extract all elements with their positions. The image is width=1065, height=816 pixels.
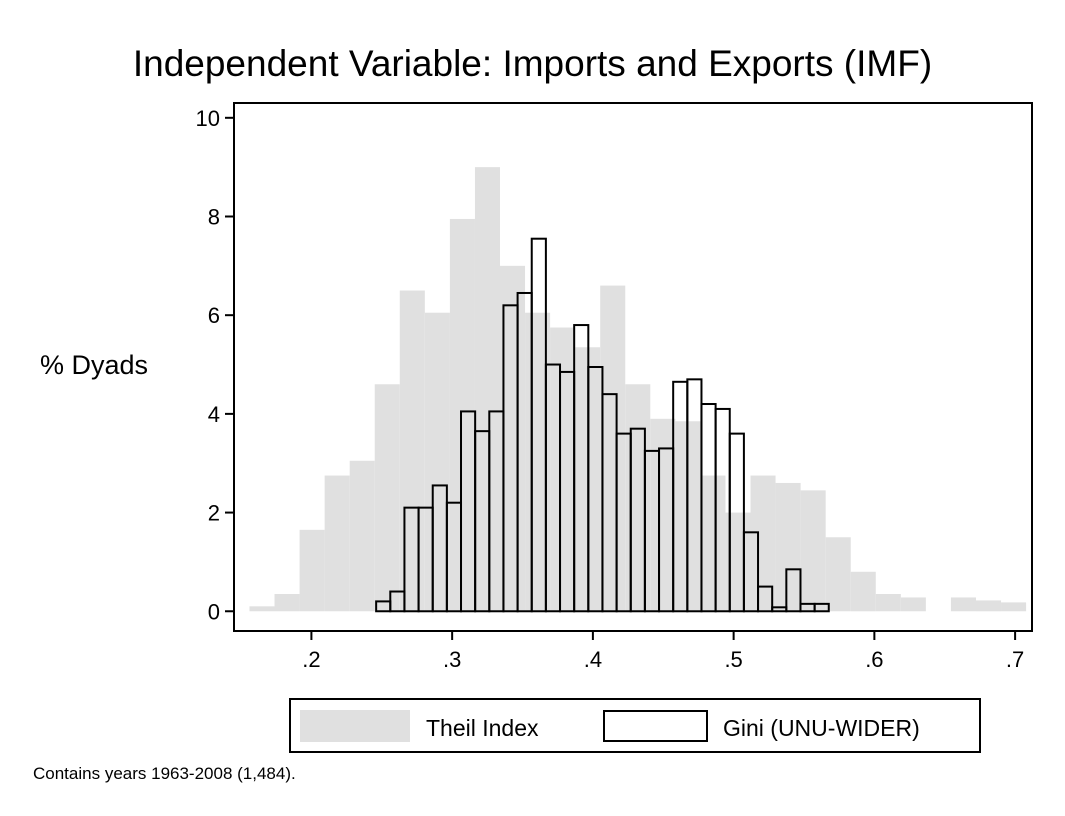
x-tick-label: .6 [865, 647, 883, 672]
theil-bar [424, 312, 450, 612]
gini-bars-group [375, 237, 830, 613]
theil-bar [700, 475, 726, 612]
theil-bar [950, 597, 976, 612]
axes-group: 0 2 4 6 8 10 .2 .3 .4 .5 .6 .7 [196, 102, 1033, 672]
chart-title: Independent Variable: Imports and Export… [132, 43, 933, 84]
theil-bar [349, 460, 375, 612]
y-tick-label: 4 [208, 402, 220, 427]
gini-bar [757, 585, 774, 613]
theil-bar [299, 529, 325, 612]
y-tick-label: 6 [208, 303, 220, 328]
theil-bar [800, 490, 826, 612]
y-axis-label: % Dyads [40, 350, 149, 380]
theil-bar [600, 285, 626, 612]
legend-swatch-gini [603, 710, 708, 742]
theil-bar [1001, 602, 1027, 612]
theil-bars-group [249, 167, 1027, 612]
theil-bar [825, 537, 851, 612]
legend-label-gini: Gini (UNU-WIDER) [723, 715, 920, 741]
x-tick-label: .5 [724, 647, 742, 672]
theil-bar [975, 600, 1002, 612]
y-tick-label: 2 [208, 501, 220, 526]
theil-bar [249, 606, 275, 612]
x-tick-label: .7 [1006, 647, 1024, 672]
theil-bar [474, 167, 500, 612]
y-tick-label: 0 [208, 599, 220, 624]
gini-bar [813, 602, 830, 613]
theil-bar [550, 327, 576, 612]
x-tick-label: .3 [443, 647, 461, 672]
theil-bar [900, 597, 926, 612]
chart-note: Contains years 1963-2008 (1,484). [33, 764, 296, 783]
gini-bar [728, 432, 745, 613]
theil-bar [274, 593, 300, 612]
theil-bar [625, 384, 651, 612]
theil-bar [850, 571, 876, 612]
gini-bar [742, 531, 760, 613]
theil-bar [875, 593, 901, 612]
x-tick-label: .2 [302, 647, 320, 672]
legend-label-theil: Theil Index [426, 715, 539, 741]
theil-bar [449, 218, 475, 612]
plot-frame [233, 102, 1033, 632]
gini-bar [785, 568, 802, 613]
theil-bar [374, 384, 400, 612]
legend: Theil Index Gini (UNU-WIDER) [289, 698, 981, 753]
theil-bar [775, 482, 801, 612]
theil-bar [324, 475, 350, 612]
y-tick-label: 8 [208, 204, 220, 229]
legend-swatch-theil [300, 710, 410, 742]
y-tick-label: 10 [196, 106, 220, 131]
x-tick-label: .4 [584, 647, 602, 672]
